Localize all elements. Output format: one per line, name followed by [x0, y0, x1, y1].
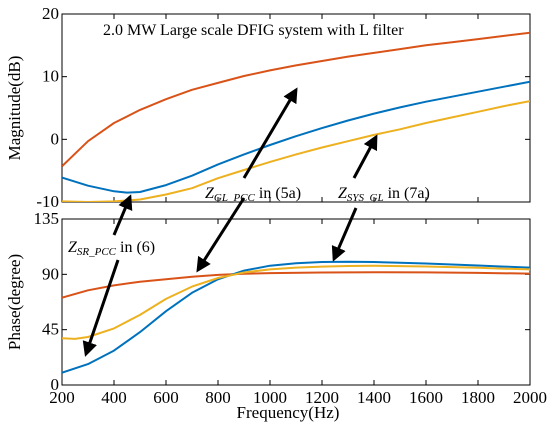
annotation-z-sr-pcc-subscript: SR_PCC	[77, 246, 117, 258]
annotation-z-sys-gl: ZSYS_GL in (7a)	[338, 185, 430, 204]
phase-series-orange	[62, 271, 530, 299]
magnitude-y-ticks: -10 0 10 20	[36, 4, 531, 211]
phase-series-group	[62, 260, 530, 374]
x-tick-label: 1800	[461, 388, 495, 407]
magnitude-series-yellow	[62, 100, 530, 202]
phase-y-axis-label: Phase(degree)	[5, 254, 24, 350]
annotations: ZGL_PCC in (5a) ZSYS_GL in (7a) ZSR_PCC …	[68, 87, 430, 357]
annotation-z-gl-pcc-suffix: in (5a)	[255, 185, 301, 202]
magnitude-y-tick-label: 10	[42, 67, 59, 86]
arrow-z-gl-pcc-to-phase	[196, 197, 246, 273]
phase-y-tick-label: 45	[42, 320, 59, 339]
magnitude-axes-box	[61, 13, 531, 203]
arrow-z-sr-pcc-to-phase	[82, 259, 120, 357]
arrow-z-sys-gl-to-magnitude	[352, 134, 378, 179]
magnitude-y-axis-label: Magnitude(dB)	[5, 56, 24, 161]
arrow-z-sys-gl-to-phase	[331, 207, 358, 262]
phase-ticks: 0 45 90 135 200 400 600 800 1000 1200 1400 1600 1800…	[34, 209, 548, 407]
x-tick-label: 1600	[409, 388, 443, 407]
annotation-z-sys-gl-subscript: SYS_GL	[347, 192, 384, 204]
annotation-z-sr-pcc-symbol: Z	[68, 239, 78, 256]
magnitude-title: 2.0 MW Large scale DFIG system with L fi…	[103, 22, 404, 39]
phase-y-tick-label: 135	[34, 209, 60, 228]
magnitude-y-tick-label: 0	[51, 129, 60, 148]
x-tick-label: 1000	[253, 388, 287, 407]
phase-panel: 0 45 90 135 200 400 600 800 1000 1200 1400 1600 1800…	[5, 209, 547, 422]
annotation-z-sr-pcc: ZSR_PCC in (6)	[68, 239, 155, 258]
phase-series-blue	[62, 260, 530, 374]
x-tick-label: 600	[153, 388, 179, 407]
annotation-z-gl-pcc: ZGL_PCC in (5a)	[205, 185, 301, 204]
x-axis-label: Frequency(Hz)	[237, 403, 340, 422]
annotation-z-sys-gl-suffix: in (7a)	[384, 185, 430, 202]
x-tick-label: 400	[101, 388, 127, 407]
arrow-z-sr-pcc-to-magnitude	[112, 194, 133, 236]
annotation-z-gl-pcc-symbol: Z	[205, 185, 215, 202]
x-tick-label: 800	[205, 388, 231, 407]
annotation-z-gl-pcc-subscript: GL_PCC	[214, 192, 256, 204]
arrow-z-gl-pcc-to-magnitude	[242, 87, 298, 179]
x-tick-label: 200	[49, 388, 75, 407]
x-tick-label: 2000	[513, 388, 547, 407]
magnitude-y-tick-label: -10	[36, 192, 59, 211]
annotation-z-sys-gl-symbol: Z	[338, 185, 348, 202]
phase-axes-box	[61, 218, 531, 386]
phase-y-tick-label: 0	[51, 375, 60, 394]
x-tick-label: 1400	[357, 388, 391, 407]
phase-y-tick-label: 90	[42, 264, 59, 283]
annotation-z-sr-pcc-suffix: in (6)	[116, 239, 155, 256]
phase-series-yellow	[62, 264, 530, 340]
magnitude-y-tick-label: 20	[42, 4, 59, 23]
magnitude-series-blue	[62, 80, 530, 194]
x-tick-label: 1200	[305, 388, 339, 407]
magnitude-panel: -10 0 10 20 2.0 MW Large scale DFIG system …	[5, 4, 531, 211]
magnitude-series-group	[62, 31, 530, 202]
magnitude-series-orange	[62, 31, 530, 168]
